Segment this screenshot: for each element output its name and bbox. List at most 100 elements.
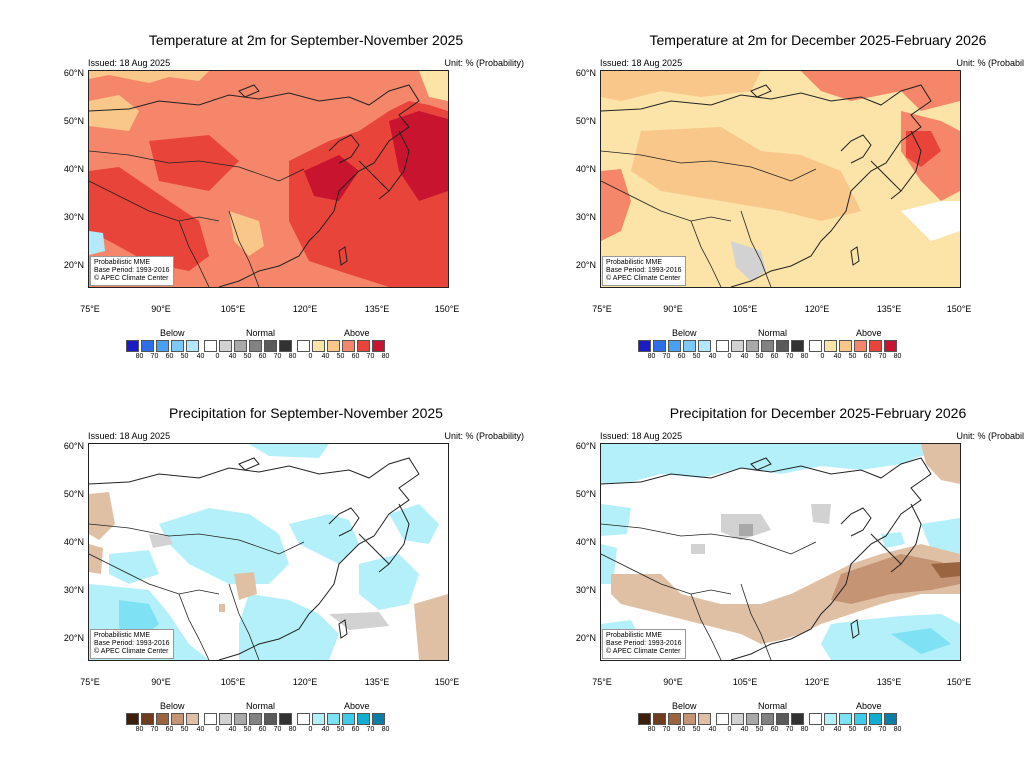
legend-number: 0 xyxy=(727,726,732,733)
legend-swatch xyxy=(683,713,696,725)
lon-label: 75°E xyxy=(592,677,612,687)
legend-swatch xyxy=(234,340,247,352)
issued-date: Issued: 18 Aug 2025 xyxy=(88,58,171,68)
legend-swatch xyxy=(297,340,310,352)
unit-label: Unit: % (Probability) xyxy=(444,431,524,441)
legend-number: 80 xyxy=(135,726,144,733)
legend-number: 60 xyxy=(770,353,779,360)
legend-swatch xyxy=(234,713,247,725)
lon-label: 75°E xyxy=(80,677,100,687)
legend-number: 40 xyxy=(321,726,330,733)
info-line: Probabilistic MME xyxy=(606,632,663,639)
info-line: © APEC Climate Center xyxy=(606,648,681,655)
legend-number: 60 xyxy=(165,726,174,733)
legend-swatch xyxy=(126,340,139,352)
legend-normal-label: Normal xyxy=(246,701,276,711)
legend-number: 50 xyxy=(180,726,189,733)
lon-label: 150°E xyxy=(434,677,460,687)
legend-swatch xyxy=(249,340,262,352)
legend-number: 70 xyxy=(150,353,159,360)
info-line: Probabilistic MME xyxy=(94,259,151,266)
lat-label: 40°N xyxy=(575,164,596,174)
info-line: Base Period: 1993-2016 xyxy=(94,640,170,647)
legend-swatch xyxy=(776,340,789,352)
legend-swatch xyxy=(186,340,199,352)
legend-number: 40 xyxy=(228,353,237,360)
legend-swatch xyxy=(204,713,217,725)
legend-number: 40 xyxy=(833,726,842,733)
legend-swatch xyxy=(809,713,822,725)
lat-label: 30°N xyxy=(575,212,596,222)
legend-number: 70 xyxy=(366,353,375,360)
info-box: Probabilistic MME Base Period: 1993-2016… xyxy=(602,629,686,659)
lon-label: 120°E xyxy=(804,677,830,687)
legend-above-label: Above xyxy=(344,701,370,711)
legend-number: 60 xyxy=(863,726,872,733)
legend-swatch xyxy=(186,713,199,725)
legend-number: 40 xyxy=(740,353,749,360)
legend-swatch xyxy=(342,340,355,352)
legend-number: 40 xyxy=(708,726,717,733)
legend-swatch xyxy=(884,713,897,725)
legend-swatch xyxy=(809,340,822,352)
legend-number: 70 xyxy=(273,726,282,733)
legend-number: 60 xyxy=(351,353,360,360)
legend-swatch xyxy=(683,340,696,352)
legend-number: 50 xyxy=(336,353,345,360)
legend-normal-label: Normal xyxy=(246,328,276,338)
legend-swatch xyxy=(791,713,804,725)
legend-swatch xyxy=(869,713,882,725)
legend-swatch xyxy=(264,713,277,725)
legend-swatch xyxy=(327,340,340,352)
legend-swatch xyxy=(156,713,169,725)
legend-swatch xyxy=(839,340,852,352)
legend-number: 0 xyxy=(215,726,220,733)
lat-label: 50°N xyxy=(63,489,84,499)
lon-label: 90°E xyxy=(151,304,171,314)
legend-number: 40 xyxy=(321,353,330,360)
lon-label: 75°E xyxy=(592,304,612,314)
lon-label: 90°E xyxy=(663,677,683,687)
legend-swatch xyxy=(126,713,139,725)
legend-swatch xyxy=(297,713,310,725)
legend-number: 50 xyxy=(692,726,701,733)
forecast-map xyxy=(600,443,961,661)
legend-number: 40 xyxy=(833,353,842,360)
legend-above-label: Above xyxy=(856,701,882,711)
legend-number: 0 xyxy=(215,353,220,360)
legend-swatch xyxy=(653,713,666,725)
legend-below-label: Below xyxy=(160,328,185,338)
legend-number: 50 xyxy=(692,353,701,360)
legend-swatch xyxy=(824,713,837,725)
legend-swatch xyxy=(731,340,744,352)
panel-precipitation-son: Precipitation for September-November 202… xyxy=(64,405,536,745)
legend-number: 80 xyxy=(893,353,902,360)
legend-normal-label: Normal xyxy=(758,328,788,338)
lon-label: 135°E xyxy=(364,304,390,314)
legend-swatch xyxy=(776,713,789,725)
legend-number: 70 xyxy=(878,726,887,733)
legend-swatch xyxy=(668,340,681,352)
lat-label: 60°N xyxy=(575,441,596,451)
lon-label: 150°E xyxy=(434,304,460,314)
legend-swatch xyxy=(219,713,232,725)
legend-number: 70 xyxy=(662,726,671,733)
lat-label: 40°N xyxy=(63,164,84,174)
legend-swatch xyxy=(761,340,774,352)
lon-label: 135°E xyxy=(876,677,902,687)
legend-number: 0 xyxy=(308,726,313,733)
lon-label: 90°E xyxy=(151,677,171,687)
legend-swatch xyxy=(171,340,184,352)
legend-number: 40 xyxy=(196,353,205,360)
color-legend: Below Normal Above 80 70 60 50 40 0 40 5… xyxy=(638,328,938,368)
legend-number: 50 xyxy=(180,353,189,360)
legend-number: 50 xyxy=(755,726,764,733)
legend-number: 60 xyxy=(258,726,267,733)
legend-number: 80 xyxy=(381,726,390,733)
legend-number: 80 xyxy=(135,353,144,360)
legend-swatch xyxy=(141,713,154,725)
legend-number: 70 xyxy=(273,353,282,360)
lat-label: 30°N xyxy=(63,212,84,222)
info-line: © APEC Climate Center xyxy=(94,275,169,282)
legend-swatch xyxy=(279,713,292,725)
